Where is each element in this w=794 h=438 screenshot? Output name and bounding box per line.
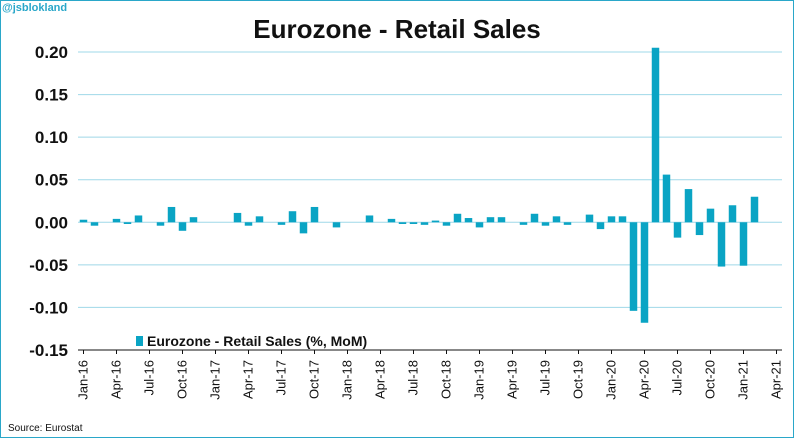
bar (717, 222, 726, 267)
legend-label: Eurozone - Retail Sales (%, MoM) (147, 333, 367, 349)
bar (112, 218, 121, 223)
bar (728, 205, 737, 223)
y-tick-label: 0.10 (35, 128, 68, 147)
x-tick-label: Jan-16 (76, 360, 91, 400)
x-tick-label: Jul-17 (274, 360, 289, 395)
bar (233, 212, 242, 223)
x-tick-label: Apr-20 (637, 360, 652, 399)
x-tick-label: Jan-17 (208, 360, 223, 400)
bar (90, 222, 99, 226)
y-tick-label: 0.05 (35, 171, 68, 190)
bar (431, 220, 440, 223)
bar (706, 208, 715, 223)
bar (299, 222, 308, 234)
bar (453, 213, 462, 223)
x-tick-label: Oct-17 (307, 360, 322, 399)
x-tick-label: Oct-20 (703, 360, 718, 399)
bar (178, 222, 187, 231)
bar (420, 222, 429, 225)
gridlines (78, 51, 782, 351)
y-tick-label: -0.10 (29, 298, 68, 317)
x-axis-ticks: Jan-16 Apr-16 Jul-16 Oct-16 Jan-17 Apr-17 Jul-… (76, 350, 784, 400)
bar (552, 216, 561, 223)
bar (596, 222, 605, 230)
y-tick-label: 0.00 (35, 213, 68, 232)
x-tick-label: Apr-17 (241, 360, 256, 399)
x-tick-label: Apr-21 (769, 360, 784, 399)
bar (288, 211, 297, 223)
x-tick-label: Jan-19 (472, 360, 487, 400)
bar (475, 222, 484, 228)
x-tick-label: Jul-16 (142, 360, 157, 395)
bar (563, 222, 572, 225)
bar (464, 218, 473, 223)
bars (79, 47, 759, 323)
bar (255, 216, 264, 223)
y-tick-label: -0.15 (29, 341, 68, 360)
y-tick-label: 0.20 (35, 43, 68, 62)
y-axis-ticks: 0.20 0.15 0.10 0.05 0.00 -0.05 -0.10 -0.15 (29, 43, 68, 360)
bar (651, 47, 660, 223)
bar (332, 222, 341, 228)
source-note: Source: Eurostat (8, 423, 83, 434)
chart-title: Eurozone - Retail Sales (253, 14, 541, 44)
bar (365, 215, 374, 223)
bar (640, 222, 649, 323)
bar (167, 206, 176, 223)
y-tick-label: 0.15 (35, 86, 68, 105)
x-tick-label: Jul-20 (670, 360, 685, 395)
bar (310, 206, 319, 223)
bar (387, 218, 396, 223)
bar (398, 222, 407, 224)
bar (684, 189, 693, 223)
author-handle: @jsblokland (2, 2, 68, 14)
bar (607, 216, 616, 223)
bar (695, 222, 704, 236)
x-tick-label: Apr-16 (109, 360, 124, 399)
x-tick-label: Apr-19 (505, 360, 520, 399)
bar (123, 222, 132, 224)
bar (244, 222, 253, 226)
x-tick-label: Oct-19 (571, 360, 586, 399)
x-tick-label: Jan-21 (736, 360, 751, 400)
bar (442, 222, 451, 226)
bar (629, 222, 638, 311)
bar (662, 174, 671, 223)
bar (79, 219, 88, 223)
bar (277, 222, 286, 225)
bar (134, 215, 143, 223)
x-tick-label: Oct-16 (175, 360, 190, 399)
legend-swatch (136, 336, 143, 346)
y-tick-label: -0.05 (29, 256, 68, 275)
bar (585, 214, 594, 223)
bar (409, 222, 418, 224)
bar (618, 216, 627, 223)
x-tick-label: Jul-19 (538, 360, 553, 395)
bar (189, 217, 198, 223)
x-tick-label: Jan-18 (340, 360, 355, 400)
bar (497, 217, 506, 223)
bar (739, 222, 748, 266)
x-tick-label: Apr-18 (373, 360, 388, 399)
bar (750, 196, 759, 223)
bar (673, 222, 682, 238)
bar (541, 222, 550, 226)
x-tick-label: Jul-18 (406, 360, 421, 395)
legend: Eurozone - Retail Sales (%, MoM) (136, 333, 367, 349)
x-tick-label: Oct-18 (439, 360, 454, 399)
bar (519, 222, 528, 225)
bar (486, 217, 495, 223)
bar (530, 213, 539, 223)
x-tick-label: Jan-20 (604, 360, 619, 400)
bar (156, 222, 165, 226)
